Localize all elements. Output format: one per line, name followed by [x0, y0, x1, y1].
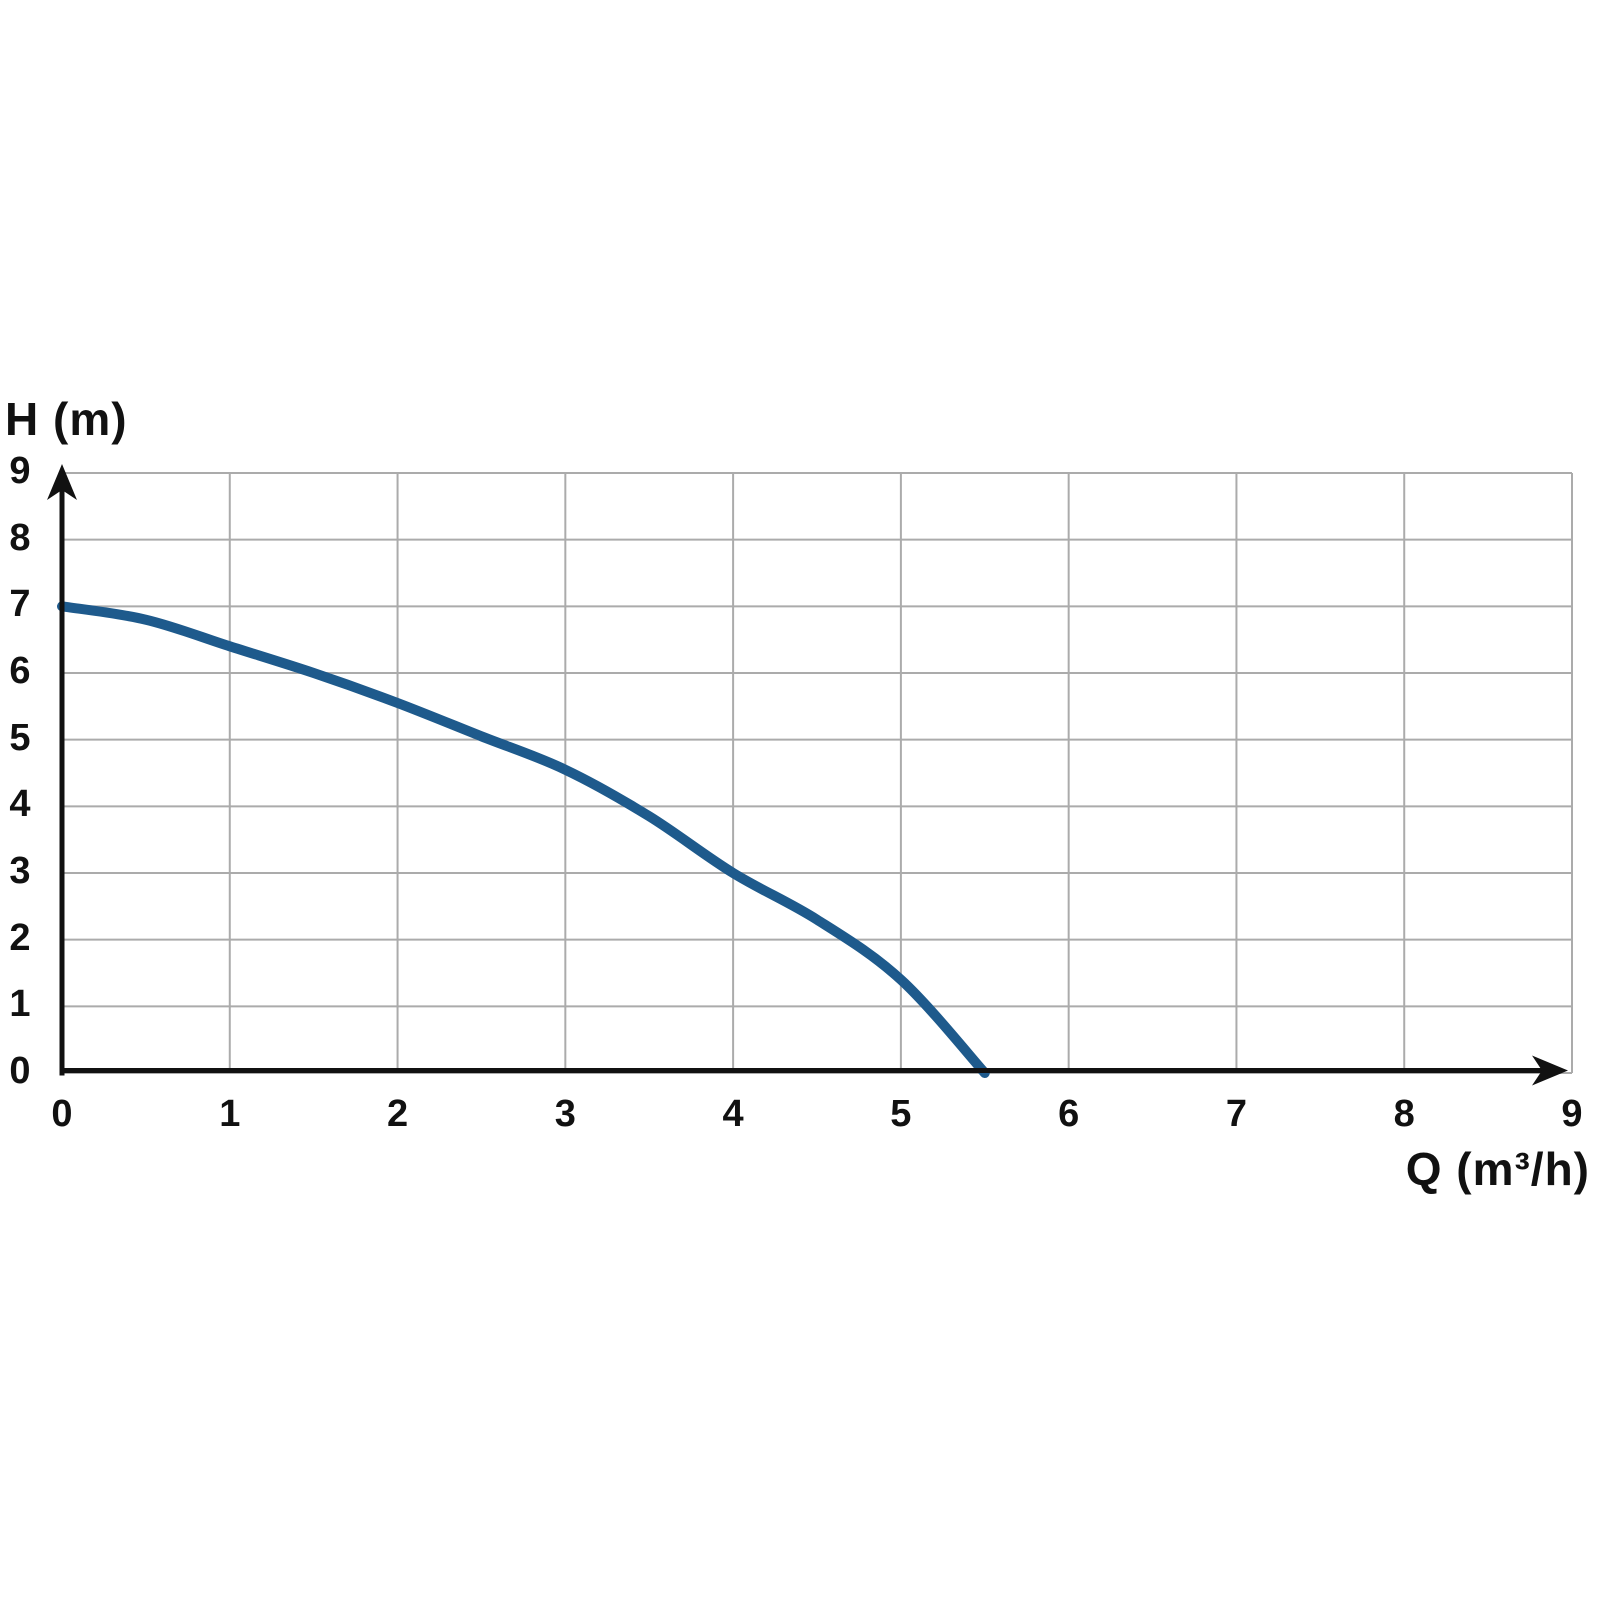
axes: [47, 464, 1568, 1086]
y-tick-label: 5: [9, 716, 31, 759]
y-tick-label: 2: [9, 916, 31, 959]
x-axis-title: Q (m³/h): [1405, 1143, 1590, 1195]
x-tick-label: 5: [890, 1093, 912, 1135]
x-tick-label: 4: [722, 1093, 744, 1135]
y-tick-label: 8: [9, 516, 31, 559]
x-tick-label: 6: [1058, 1093, 1080, 1135]
x-tick-label: 9: [1561, 1093, 1583, 1135]
y-tick-label: 3: [9, 850, 31, 892]
y-tick-label: 7: [9, 583, 31, 626]
x-axis-arrowhead: [1532, 1055, 1568, 1086]
y-tick-label: 1: [9, 983, 31, 1026]
x-tick-label: 1: [219, 1093, 241, 1135]
x-tick-label: 7: [1225, 1093, 1247, 1135]
y-axis-title: H (m): [5, 393, 128, 445]
y-tick-label: 4: [9, 783, 31, 826]
y-axis-arrowhead: [47, 464, 77, 500]
x-tick-label: 0: [51, 1093, 73, 1135]
y-tick-label: 0: [9, 1050, 31, 1092]
y-tick-label: 9: [9, 450, 31, 492]
x-tick-label: 2: [386, 1093, 409, 1135]
grid-lines: [61, 472, 1573, 1074]
pump-curve-line: [57, 601, 990, 1078]
x-tick-label: 3: [554, 1093, 576, 1135]
x-tick-label: 8: [1393, 1093, 1415, 1135]
y-tick-label: 6: [9, 650, 31, 692]
